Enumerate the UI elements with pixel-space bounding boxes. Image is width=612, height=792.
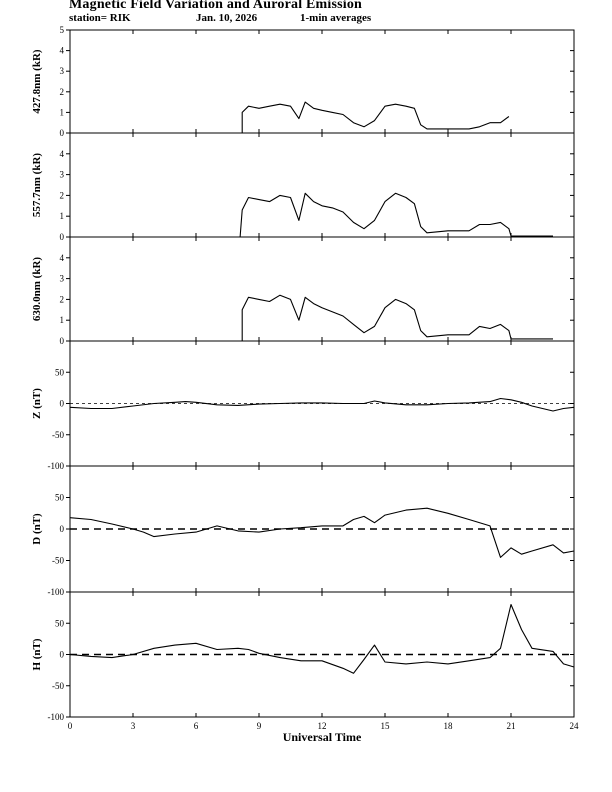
y-tick-label: -100 [48, 461, 65, 471]
series-line [239, 192, 553, 238]
y-tick-label: -50 [52, 681, 64, 691]
x-tick-label: 18 [444, 721, 454, 731]
station-label: station= RIK [69, 12, 131, 24]
y-tick-label: 1 [60, 211, 65, 221]
y-axis-label: H (nT) [31, 638, 43, 670]
x-tick-label: 0 [68, 721, 73, 731]
y-tick-label: -100 [48, 712, 65, 722]
x-tick-label: 24 [570, 721, 580, 731]
series-line [69, 507, 575, 558]
y-tick-label: 2 [60, 190, 65, 200]
chart-title: Magnetic Field Variation and Auroral Emi… [69, 0, 363, 12]
panel-3: -100 -50 0 50 Z (nT) [31, 340, 575, 471]
y-axis-label: 427.8nm (kR) [31, 49, 43, 114]
y-tick-label: 2 [60, 294, 65, 304]
y-tick-label: -50 [52, 556, 64, 566]
y-tick-label: 4 [60, 46, 65, 56]
series-line [241, 294, 553, 341]
y-axis-label: 630.0nm (kR) [31, 257, 43, 322]
y-tick-label: 4 [60, 149, 65, 159]
y-tick-label: 0 [60, 524, 65, 534]
y-tick-label: 0 [60, 128, 65, 138]
y-tick-label: 1 [60, 107, 65, 117]
x-tick-label: 6 [194, 721, 199, 731]
y-tick-label: 0 [60, 399, 65, 409]
x-axis: 0 3 6 9 12 15 18 21 24 Universal Time [68, 721, 579, 744]
x-axis-label: Universal Time [283, 730, 362, 744]
y-tick-label: 0 [60, 650, 65, 660]
panel-4: -100 -50 0 50 D (nT) [31, 465, 575, 597]
x-tick-label: 21 [507, 721, 516, 731]
y-tick-label: 50 [55, 493, 65, 503]
series-line [241, 101, 510, 133]
y-tick-label: 0 [60, 232, 65, 242]
panel-0: 0 1 2 3 4 5 427.8nm (kR) [31, 25, 575, 138]
x-tick-label: 12 [318, 721, 327, 731]
panel-1: 0 1 2 3 4 557.7nm (kR) [31, 132, 575, 242]
date-label: Jan. 10, 2026 [196, 12, 258, 24]
panel-frame [69, 132, 575, 238]
y-tick-label: 4 [60, 253, 65, 263]
y-tick-label: 3 [60, 170, 65, 180]
y-tick-label: 50 [55, 618, 65, 628]
x-tick-label: 15 [381, 721, 391, 731]
y-axis-label: Z (nT) [31, 388, 43, 419]
y-tick-label: 1 [60, 315, 65, 325]
panel-2: 0 1 2 3 4 630.0nm (kR) [31, 236, 575, 346]
x-tick-label: 3 [131, 721, 136, 731]
y-axis-label: 557.7nm (kR) [31, 153, 43, 218]
series-line [69, 397, 575, 412]
averaging-label: 1-min averages [300, 12, 372, 24]
y-tick-label: -100 [48, 587, 65, 597]
y-tick-label: 3 [60, 274, 65, 284]
panel-frame [69, 29, 575, 134]
y-tick-label: -50 [52, 430, 64, 440]
y-tick-label: 3 [60, 66, 65, 76]
y-tick-label: 50 [55, 367, 65, 377]
y-tick-label: 0 [60, 336, 65, 346]
y-axis-label: D (nT) [31, 513, 43, 545]
y-tick-label: 5 [60, 25, 65, 35]
panel-5: -100 -50 0 50 H (nT) [31, 591, 575, 722]
y-tick-label: 2 [60, 87, 65, 97]
x-tick-label: 9 [257, 721, 262, 731]
series-line [69, 603, 575, 674]
